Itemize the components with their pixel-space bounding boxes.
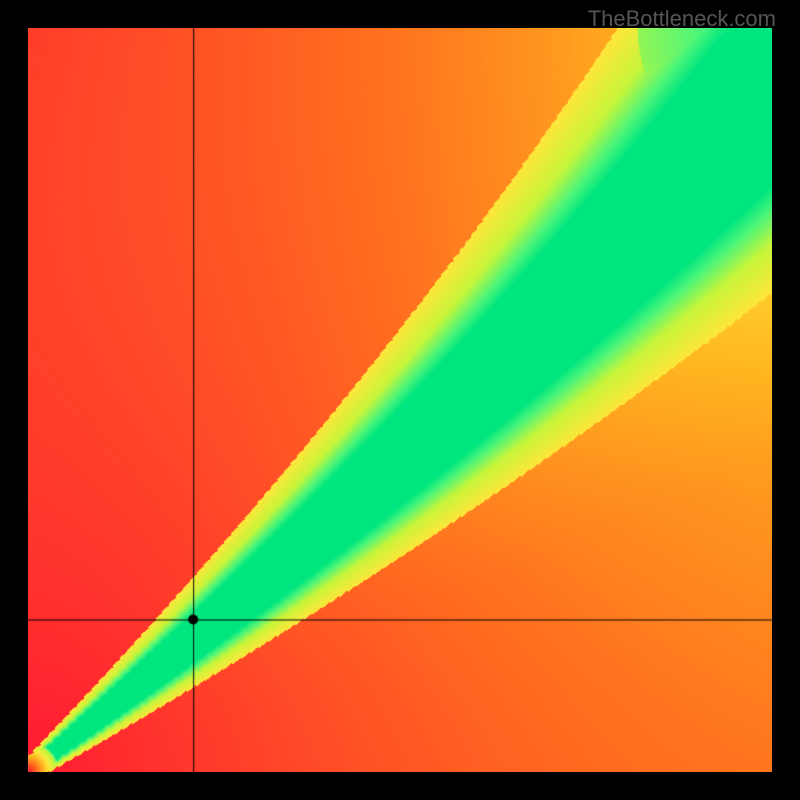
chart-container: TheBottleneck.com (0, 0, 800, 800)
bottleneck-heatmap (28, 28, 772, 772)
watermark-text: TheBottleneck.com (588, 6, 776, 32)
